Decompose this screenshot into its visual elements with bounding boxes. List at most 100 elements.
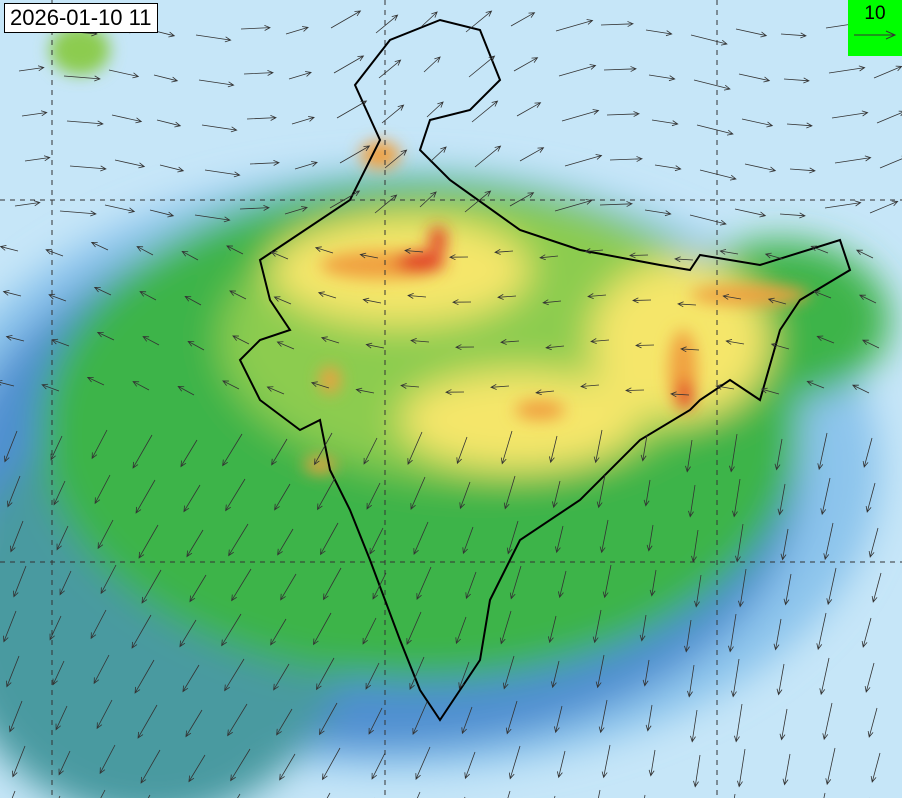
wind-arrow: [455, 344, 475, 351]
wind-arrow: [593, 429, 603, 464]
wind-arrow: [506, 520, 519, 555]
wind-arrow: [365, 342, 385, 349]
wind-arrow: [231, 568, 252, 602]
wind-arrow: [114, 159, 146, 169]
wind-arrow: [371, 752, 386, 780]
wind-arrow: [104, 204, 136, 214]
wind-arrow: [99, 744, 116, 775]
wind-arrow: [519, 147, 545, 162]
wind-arrow: [632, 297, 652, 304]
wind-arrow: [858, 294, 877, 304]
wind-arrow: [333, 55, 365, 74]
wind-arrow: [635, 342, 655, 349]
wind-arrow: [243, 69, 274, 76]
wind-arrow: [222, 380, 240, 390]
wind-arrow: [865, 482, 876, 513]
wind-arrow: [734, 208, 767, 218]
wind-arrow: [339, 145, 371, 164]
wind-arrow: [500, 339, 520, 345]
wind-arrow: [693, 79, 731, 91]
wind-arrow: [774, 438, 783, 471]
wind-arrow: [135, 479, 156, 514]
wind-arrow: [780, 528, 789, 561]
wind-arrow: [862, 437, 873, 468]
wind-arrow: [552, 480, 561, 509]
wind-arrow: [455, 616, 467, 645]
wind-arrow: [465, 571, 477, 600]
wind-arrow: [735, 523, 744, 563]
wind-arrow: [644, 209, 672, 217]
wind-arrow: [645, 704, 653, 732]
wind-arrow: [551, 660, 560, 689]
wind-arrow: [4, 430, 18, 463]
wind-arrow: [326, 792, 331, 798]
wind-arrow: [689, 214, 727, 226]
wind-arrow: [322, 747, 341, 781]
wind-arrow: [554, 199, 593, 212]
wind-arrow: [685, 439, 693, 473]
wind-arrow: [159, 164, 185, 173]
wind-arrow: [3, 610, 17, 643]
wind-arrow: [51, 338, 70, 347]
wind-arrow: [329, 190, 361, 209]
wind-arrow: [181, 250, 199, 261]
wind-arrow: [111, 114, 143, 124]
wind-arrow: [651, 119, 679, 127]
wind-arrow: [458, 661, 470, 690]
wind-arrow: [406, 611, 422, 645]
wind-arrow: [232, 335, 250, 345]
wind-arrow: [149, 209, 175, 218]
wind-arrow: [499, 610, 512, 645]
wind-arrow: [140, 749, 161, 784]
wind-arrow: [13, 565, 27, 598]
wind-arrow: [21, 110, 48, 117]
wind-arrow: [555, 525, 564, 554]
field-yellow-central: [400, 370, 640, 470]
wind-arrow: [313, 612, 332, 646]
wind-arrow: [136, 246, 154, 256]
wind-arrow: [471, 100, 499, 123]
wind-arrow: [449, 254, 469, 261]
wind-arrow: [696, 124, 734, 136]
wind-arrow: [359, 252, 379, 259]
wind-arrow: [270, 251, 289, 260]
wind-arrow: [764, 252, 784, 260]
wind-arrow: [715, 384, 735, 390]
wind-arrow: [680, 346, 700, 353]
wind-arrow: [375, 14, 399, 34]
wind-arrow: [86, 376, 105, 386]
field-red: [395, 252, 445, 272]
wind-arrow: [316, 657, 335, 691]
wind-arrow: [141, 569, 162, 604]
wind-arrow: [783, 77, 810, 84]
wind-arrow: [670, 391, 690, 398]
wind-arrow: [48, 293, 67, 302]
wind-arrow: [834, 155, 872, 164]
wind-arrow: [410, 338, 430, 344]
wind-arrow: [782, 753, 791, 786]
wind-arrow: [731, 658, 740, 698]
wind-arrow: [464, 751, 476, 780]
wind-arrow: [59, 570, 72, 596]
wind-arrow: [508, 745, 521, 780]
wind-arrow: [198, 79, 235, 88]
wind-arrow: [280, 573, 297, 601]
wind-arrow: [587, 293, 607, 299]
wind-arrow: [773, 618, 782, 651]
wind-arrow: [294, 161, 318, 170]
wind-arrow: [142, 336, 160, 346]
wind-arrow: [194, 214, 231, 223]
wind-arrow: [108, 69, 140, 79]
wind-arrow: [861, 339, 880, 349]
wind-arrow: [368, 707, 383, 735]
wind-arrow: [94, 474, 111, 505]
wind-arrow: [855, 249, 874, 259]
wind-arrow: [603, 66, 637, 72]
timestamp-label: 2026-01-10 11: [4, 3, 158, 33]
wind-arrow: [646, 524, 654, 552]
wind-arrow: [100, 789, 106, 798]
wind-arrow: [413, 521, 429, 555]
wind-arrow: [266, 386, 285, 395]
wind-arrow: [783, 573, 792, 606]
